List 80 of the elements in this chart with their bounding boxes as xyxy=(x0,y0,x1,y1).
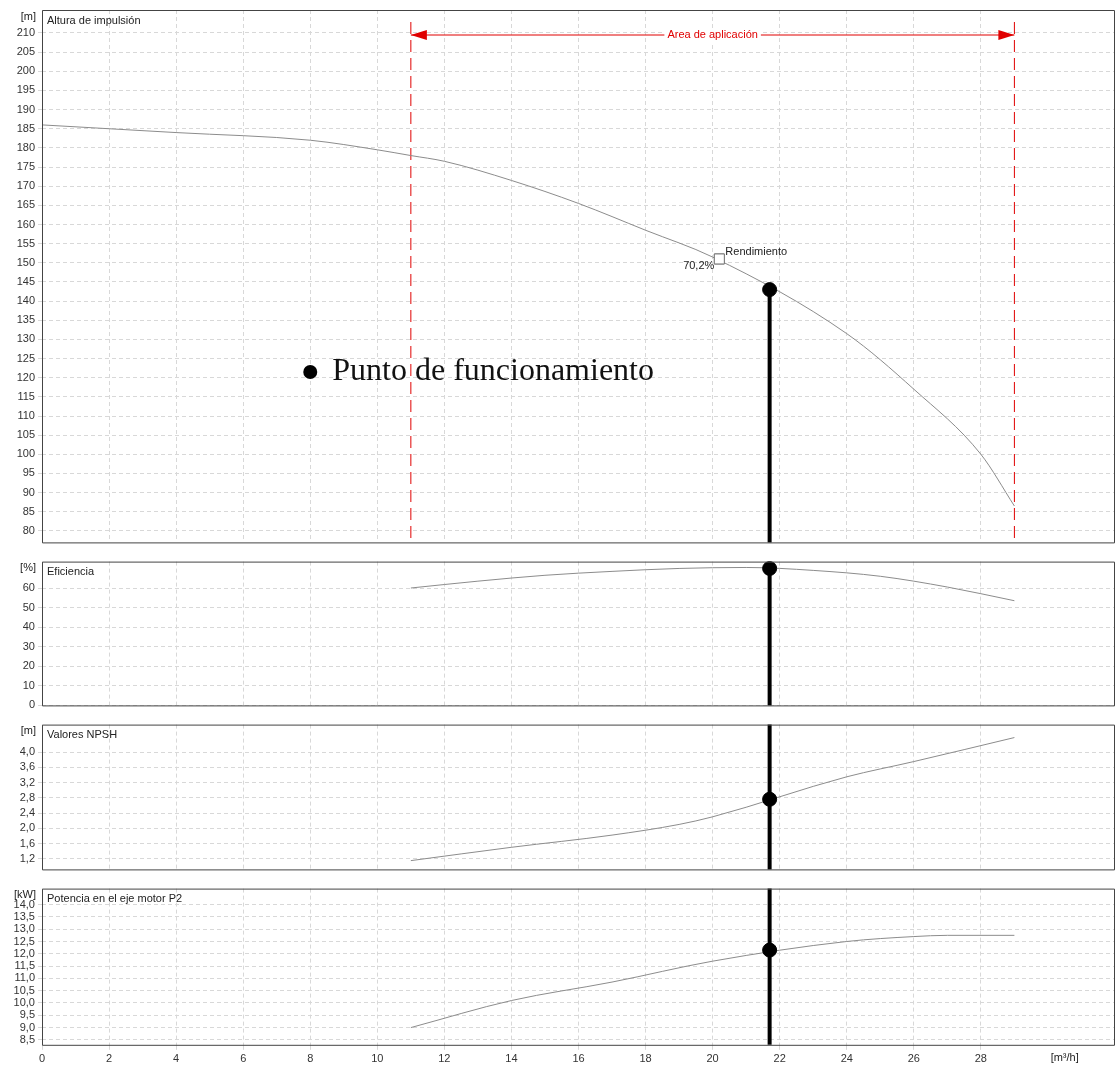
chart-title: Potencia en el eje motor P2 xyxy=(47,892,183,905)
y-tick-label: 10 xyxy=(22,678,35,691)
y-tick-label: 185 xyxy=(16,121,35,134)
y-tick-label: 2,0 xyxy=(19,821,35,834)
x-axis-title: [m³/h] xyxy=(1050,1051,1079,1064)
x-tick-label: 24 xyxy=(840,1052,853,1065)
y-tick-label: 11,5 xyxy=(14,959,35,972)
y-tick-label: 115 xyxy=(17,389,35,402)
x-tick-label: 4 xyxy=(173,1052,180,1065)
y-tick-label: 60 xyxy=(22,581,35,594)
annotation: Area de aplicación xyxy=(667,28,758,41)
y-axis-title: [%] xyxy=(20,561,36,574)
chart-title: Eficiencia xyxy=(47,565,95,578)
x-tick-label: 18 xyxy=(639,1052,652,1065)
annotation: 70,2% xyxy=(683,259,715,272)
x-tick-label: 26 xyxy=(907,1052,920,1065)
y-tick-label: 12,5 xyxy=(13,934,35,947)
y-axis-title: [m] xyxy=(20,9,36,22)
y-tick-label: 170 xyxy=(16,179,35,192)
y-tick-label: 175 xyxy=(16,160,35,173)
y-tick-label: 20 xyxy=(22,659,35,672)
y-tick-label: 4,0 xyxy=(19,745,35,758)
y-tick-label: 120 xyxy=(16,370,35,383)
y-tick-label: 125 xyxy=(16,351,35,364)
y-tick-label: 105 xyxy=(16,428,35,441)
x-tick-label: 28 xyxy=(974,1052,987,1065)
y-tick-label: 140 xyxy=(16,294,35,307)
y-tick-label: 40 xyxy=(22,620,35,633)
y-tick-label: 155 xyxy=(16,236,35,249)
y-tick-label: 160 xyxy=(16,217,35,230)
y-axis-title: [m] xyxy=(20,724,36,737)
y-tick-label: 1,6 xyxy=(19,836,35,849)
chart-title: Valores NPSH xyxy=(47,728,118,741)
y-tick-label: 80 xyxy=(22,523,35,536)
x-tick-label: 14 xyxy=(505,1052,518,1065)
x-tick-label: 22 xyxy=(773,1052,786,1065)
y-tick-label: 145 xyxy=(16,274,35,287)
legend-label: Punto de funcionamiento xyxy=(332,351,654,388)
y-tick-label: 150 xyxy=(16,255,35,268)
x-tick-label: 16 xyxy=(572,1052,585,1065)
y-tick-label: 110 xyxy=(17,409,35,422)
y-tick-label: 2,4 xyxy=(19,806,35,819)
y-tick-label: 200 xyxy=(16,64,35,77)
y-tick-label: 13,0 xyxy=(13,922,35,935)
y-tick-label: 190 xyxy=(16,102,35,115)
y-tick-label: 3,2 xyxy=(19,775,35,788)
y-tick-label: 2,8 xyxy=(19,790,35,803)
x-tick-label: 12 xyxy=(438,1052,451,1065)
x-tick-label: 20 xyxy=(706,1052,719,1065)
x-tick-label: 6 xyxy=(240,1052,247,1065)
y-tick-label: 130 xyxy=(16,332,35,345)
y-tick-label: 10,5 xyxy=(13,983,35,996)
x-tick-label: 0 xyxy=(38,1052,46,1065)
y-tick-label: 100 xyxy=(16,447,35,460)
x-tick-label: 8 xyxy=(307,1052,314,1065)
x-tick-label: 2 xyxy=(106,1052,113,1065)
y-tick-label: 30 xyxy=(22,639,35,652)
y-tick-label: 9,0 xyxy=(19,1020,35,1033)
y-tick-label: 95 xyxy=(22,466,35,479)
y-tick-label: 85 xyxy=(22,504,35,517)
y-tick-label: 135 xyxy=(16,313,35,326)
y-tick-label: 11,0 xyxy=(14,971,35,984)
y-tick-label: 13,5 xyxy=(13,909,35,922)
y-tick-label: 0 xyxy=(28,698,35,711)
y-tick-label: 210 xyxy=(16,26,35,39)
x-tick-label: 10 xyxy=(371,1052,384,1065)
y-tick-label: 205 xyxy=(16,45,35,58)
chart-title: Altura de impulsión xyxy=(47,13,141,26)
y-tick-label: 1,2 xyxy=(19,851,35,864)
y-tick-label: 9,5 xyxy=(19,1008,35,1021)
y-tick-label: 3,6 xyxy=(19,760,35,773)
y-tick-label: 90 xyxy=(22,485,35,498)
y-tick-label: 10,0 xyxy=(13,996,35,1009)
annotation: Rendimiento xyxy=(725,245,788,258)
y-tick-label: 180 xyxy=(16,140,35,153)
y-tick-label: 12,0 xyxy=(13,946,35,959)
y-tick-label: 195 xyxy=(16,83,35,96)
y-tick-label: 8,5 xyxy=(19,1032,35,1045)
y-tick-label: 50 xyxy=(22,600,35,613)
y-tick-label: 165 xyxy=(16,198,35,211)
